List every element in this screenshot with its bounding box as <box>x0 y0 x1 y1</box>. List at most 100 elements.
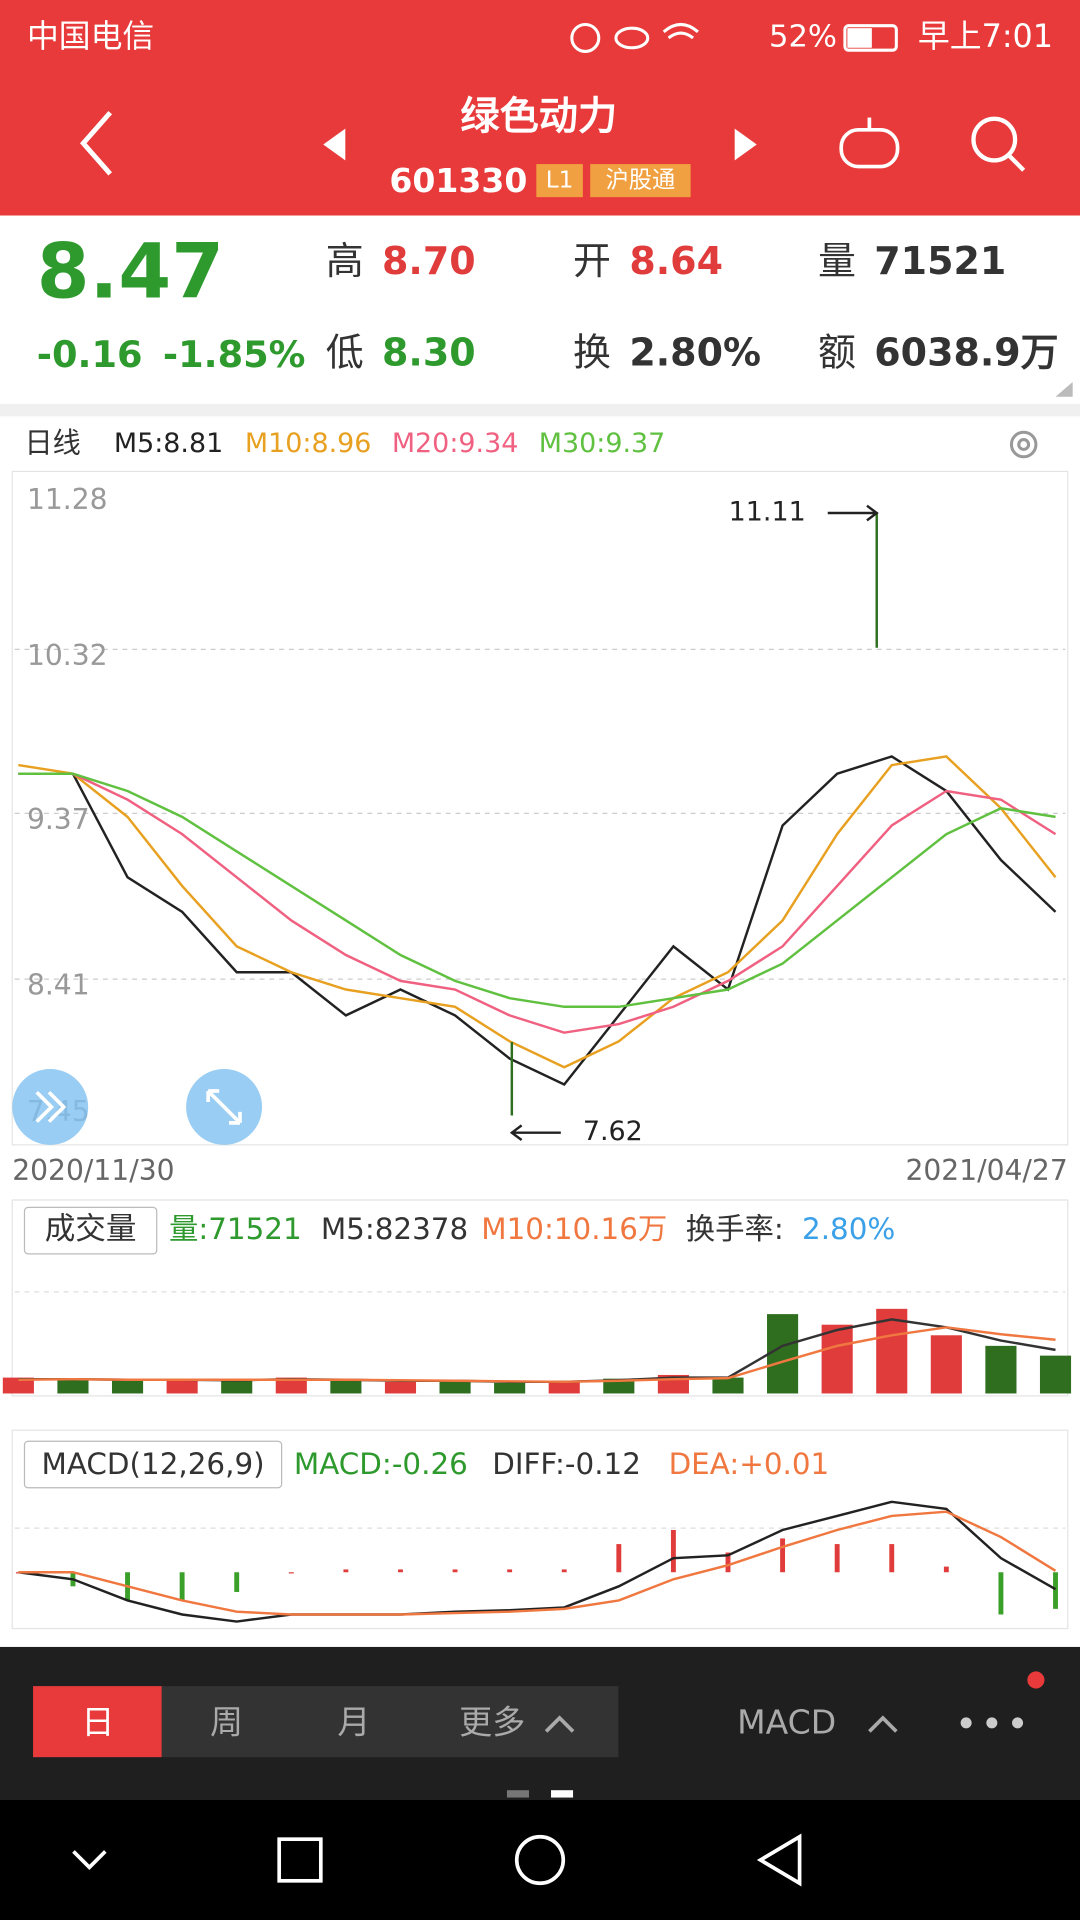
macd-bar <box>998 1572 1004 1615</box>
expand-icon <box>206 1089 242 1125</box>
series-line <box>18 1500 1057 1623</box>
volume-bar <box>111 1380 144 1394</box>
badge-dot <box>1027 1671 1045 1689</box>
back-button[interactable] <box>80 111 113 176</box>
macd-bar <box>834 1544 840 1573</box>
volume-bar <box>166 1379 198 1394</box>
tab[interactable]: 月 <box>337 1703 370 1742</box>
macd-bar <box>616 1544 622 1573</box>
corner <box>1055 382 1073 397</box>
legend-entry: M10:10.16万 <box>481 1212 667 1246</box>
stock-name: 绿色动力 <box>460 94 617 139</box>
legend-entry: M20:9.34 <box>392 428 519 459</box>
macd-bar <box>507 1569 513 1573</box>
macd-bar <box>1053 1572 1058 1609</box>
volume-bar <box>494 1382 526 1394</box>
quote-label: 低 <box>326 331 364 375</box>
period: 日线 <box>24 426 80 459</box>
stock-code: 601330 <box>389 161 527 200</box>
time: 早上7:01 <box>918 17 1053 55</box>
tab[interactable]: 周 <box>210 1703 243 1742</box>
series-line <box>18 772 1056 1009</box>
quote-label: 换 <box>573 331 611 375</box>
low-label: 7.62 <box>583 1116 643 1147</box>
volume-bar <box>767 1314 799 1394</box>
badge: 沪股通 <box>606 167 676 194</box>
settings-icon[interactable] <box>1009 430 1038 459</box>
quote-label: 额 <box>818 331 856 375</box>
search-icon[interactable] <box>971 116 1026 172</box>
macd-bar <box>179 1572 185 1601</box>
volume-bar <box>712 1377 744 1394</box>
quote-value: 6038.9万 <box>874 331 1058 375</box>
ma-legend: M5:8.81 M10:8.96 M20:9.34 M30:9.37 <box>114 428 665 459</box>
next-stock[interactable] <box>734 128 757 161</box>
pane-tag[interactable] <box>23 1206 158 1255</box>
page-dot <box>506 1790 529 1798</box>
quote-value: 71521 <box>874 239 1006 283</box>
badge-bg <box>536 164 583 198</box>
tab[interactable]: 更多 <box>459 1703 525 1742</box>
date-start: 2020/11/30 <box>12 1154 174 1187</box>
robot-icon[interactable] <box>839 117 900 169</box>
price: 8.47 <box>37 228 224 316</box>
indicator[interactable]: MACD <box>737 1703 836 1742</box>
y-tick-label: 9.37 <box>27 803 90 836</box>
legend-entry: M30:9.37 <box>539 428 666 459</box>
volume-bar <box>384 1381 417 1394</box>
badge-bg <box>590 164 691 198</box>
tab-selected <box>33 1686 162 1758</box>
pane-tag[interactable] <box>23 1440 283 1489</box>
volume-bar <box>603 1378 635 1394</box>
series-line <box>18 755 1057 1069</box>
volume-chart: 量:71521 M5:82378 M10:10.16万 换手率: 2.80% <box>2 1212 1072 1394</box>
legend-entry: 量:71521 <box>169 1212 302 1246</box>
change-pct: -1.85% <box>163 333 306 376</box>
volume-bar <box>221 1380 253 1394</box>
change: -0.16 <box>37 333 143 376</box>
macd-bar <box>670 1530 676 1573</box>
volume-bar <box>439 1380 471 1394</box>
nav-icons[interactable] <box>72 1833 802 1887</box>
series-line <box>18 1510 1057 1616</box>
price-pane <box>11 470 1069 1146</box>
quote-label: 开 <box>573 239 611 283</box>
volume-bar <box>821 1324 853 1394</box>
prev-stock[interactable] <box>323 128 346 161</box>
macd-chart: MACD:-0.26 DIFF:-0.12 DEA:+0.01 <box>15 1447 1058 1623</box>
tab[interactable]: 日 <box>81 1703 114 1742</box>
volume-bar <box>2 1377 34 1394</box>
carrier: 中国电信 <box>27 17 154 55</box>
volume-bar <box>876 1308 908 1394</box>
macd-bar <box>943 1566 949 1573</box>
macd-bar <box>288 1572 294 1574</box>
more-button[interactable] <box>960 1717 1024 1729</box>
macd-bar <box>725 1552 731 1573</box>
legend-entry: M10:8.96 <box>245 428 371 459</box>
quote-items: 高 8.70 低 8.30 开 8.64 换 2.80% 量 71521 额 6038.9万 <box>326 239 1059 375</box>
status-icons <box>570 22 898 53</box>
battery-level <box>847 28 872 48</box>
chevron <box>544 1715 575 1733</box>
chevron <box>868 1715 898 1733</box>
volume-bar <box>548 1381 580 1394</box>
macd-title: MACD(12,26,9) <box>42 1447 265 1481</box>
float-icon <box>35 1090 67 1123</box>
macd-bar <box>889 1544 895 1573</box>
page-dot <box>551 1790 574 1798</box>
quote-label: 量 <box>818 239 856 283</box>
separator <box>0 404 1080 417</box>
legend-entry: DEA:+0.01 <box>669 1447 830 1481</box>
legend-entry: 2.80% <box>802 1212 895 1246</box>
quote-value: 8.30 <box>382 331 476 375</box>
badge: L1 <box>546 167 574 194</box>
date-end: 2021/04/27 <box>905 1154 1067 1187</box>
legend-entry: 换手率: <box>686 1212 784 1246</box>
legend-entry: DIFF:-0.12 <box>492 1447 641 1481</box>
quote-label: 高 <box>326 239 364 283</box>
y-tick-label: 8.41 <box>27 969 90 1002</box>
volume-pane <box>11 1199 1069 1397</box>
y-tick-label: 11.28 <box>27 483 108 516</box>
